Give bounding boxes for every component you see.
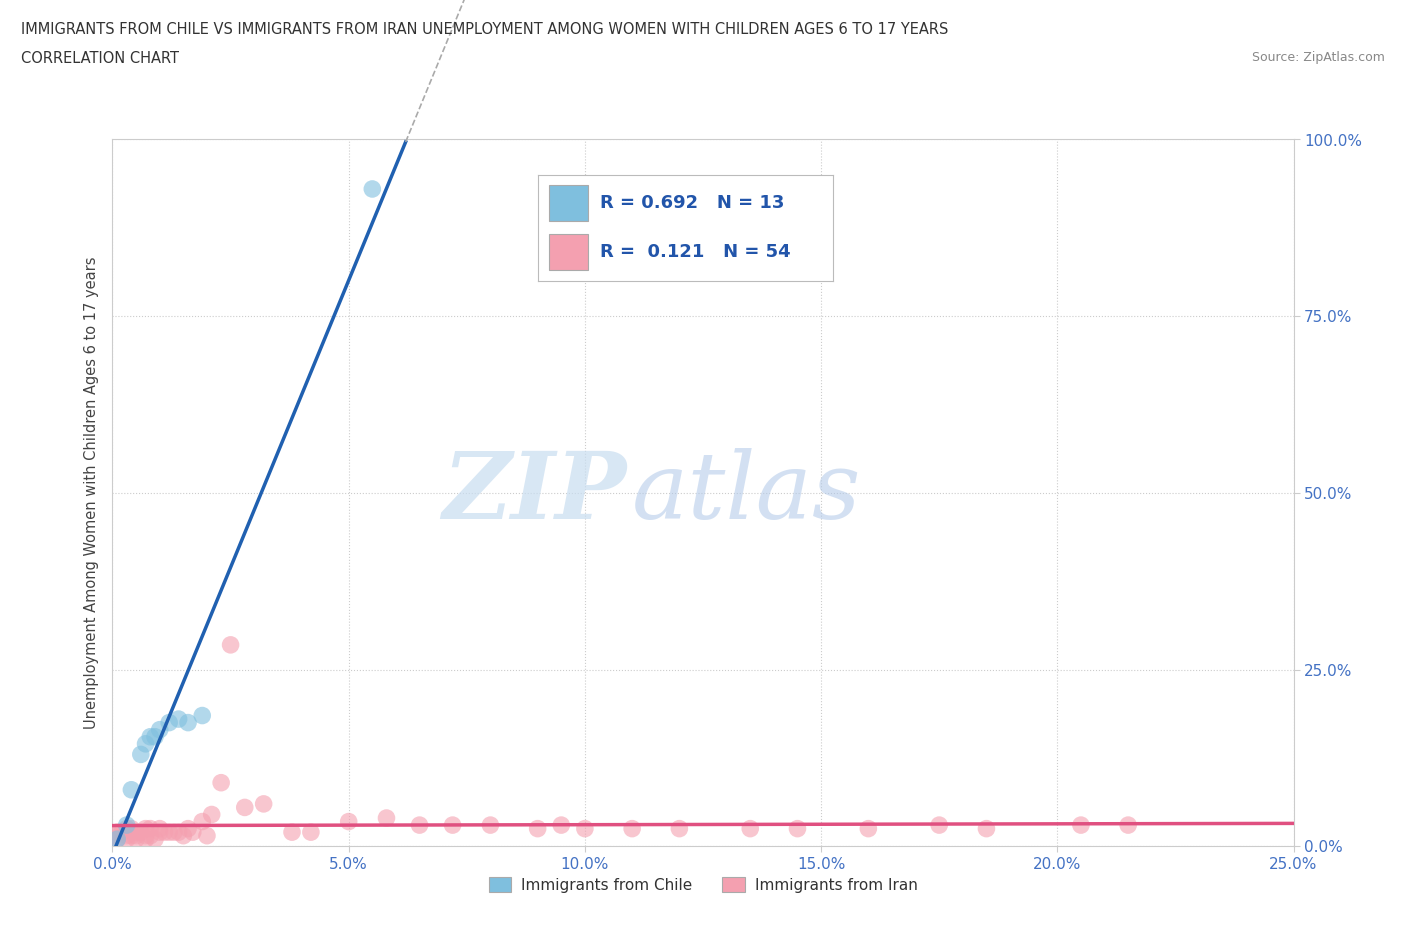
Point	[139, 829, 162, 844]
Point	[299, 825, 322, 840]
Point	[928, 817, 950, 832]
Point	[337, 814, 360, 829]
Y-axis label: Unemployment Among Women with Children Ages 6 to 17 years: Unemployment Among Women with Children A…	[83, 257, 98, 729]
Point	[120, 821, 142, 836]
Point	[858, 821, 880, 836]
Point	[740, 821, 762, 836]
Point	[177, 715, 200, 730]
Point	[441, 817, 464, 832]
Point	[191, 708, 214, 723]
Point	[139, 729, 162, 744]
Point	[574, 821, 596, 836]
Point	[526, 821, 548, 836]
Point	[111, 825, 134, 840]
Point	[135, 829, 157, 844]
Point	[172, 829, 194, 844]
Point	[786, 821, 808, 836]
Point	[209, 776, 232, 790]
Point	[135, 831, 157, 846]
Point	[191, 814, 214, 829]
Point	[149, 821, 172, 836]
Point	[149, 825, 172, 840]
Point	[135, 821, 157, 836]
Point	[149, 723, 172, 737]
Legend: Immigrants from Chile, Immigrants from Iran: Immigrants from Chile, Immigrants from I…	[482, 870, 924, 898]
Point	[195, 829, 218, 844]
Point	[115, 829, 138, 844]
Point	[621, 821, 644, 836]
Point	[253, 796, 276, 811]
Point	[101, 829, 124, 844]
Point	[219, 637, 242, 652]
Point	[157, 715, 180, 730]
Point	[181, 825, 204, 840]
Point	[375, 811, 398, 826]
Point	[105, 831, 128, 846]
Point	[976, 821, 998, 836]
Point	[153, 825, 176, 840]
Text: Source: ZipAtlas.com: Source: ZipAtlas.com	[1251, 51, 1385, 64]
Point	[163, 825, 186, 840]
Point	[1116, 817, 1139, 832]
Point	[135, 737, 157, 751]
Point	[143, 729, 166, 744]
Point	[115, 831, 138, 846]
Text: CORRELATION CHART: CORRELATION CHART	[21, 51, 179, 66]
Point	[120, 782, 142, 797]
Point	[408, 817, 430, 832]
Point	[177, 821, 200, 836]
Point	[105, 831, 128, 846]
Point	[139, 821, 162, 836]
Point	[201, 807, 224, 822]
Point	[281, 825, 304, 840]
Point	[143, 831, 166, 846]
Point	[157, 825, 180, 840]
Point	[129, 825, 152, 840]
Point	[105, 825, 128, 840]
Point	[125, 831, 148, 846]
Point	[550, 817, 572, 832]
Point	[115, 821, 138, 836]
Text: IMMIGRANTS FROM CHILE VS IMMIGRANTS FROM IRAN UNEMPLOYMENT AMONG WOMEN WITH CHIL: IMMIGRANTS FROM CHILE VS IMMIGRANTS FROM…	[21, 22, 949, 37]
Point	[233, 800, 256, 815]
Point	[125, 829, 148, 844]
Point	[167, 825, 190, 840]
Point	[129, 747, 152, 762]
Text: ZIP: ZIP	[441, 448, 626, 538]
Point	[125, 825, 148, 840]
Point	[361, 181, 384, 196]
Text: atlas: atlas	[633, 448, 862, 538]
Point	[167, 711, 190, 726]
Point	[115, 817, 138, 832]
Point	[1070, 817, 1092, 832]
Point	[479, 817, 502, 832]
Point	[120, 829, 142, 844]
Point	[668, 821, 690, 836]
